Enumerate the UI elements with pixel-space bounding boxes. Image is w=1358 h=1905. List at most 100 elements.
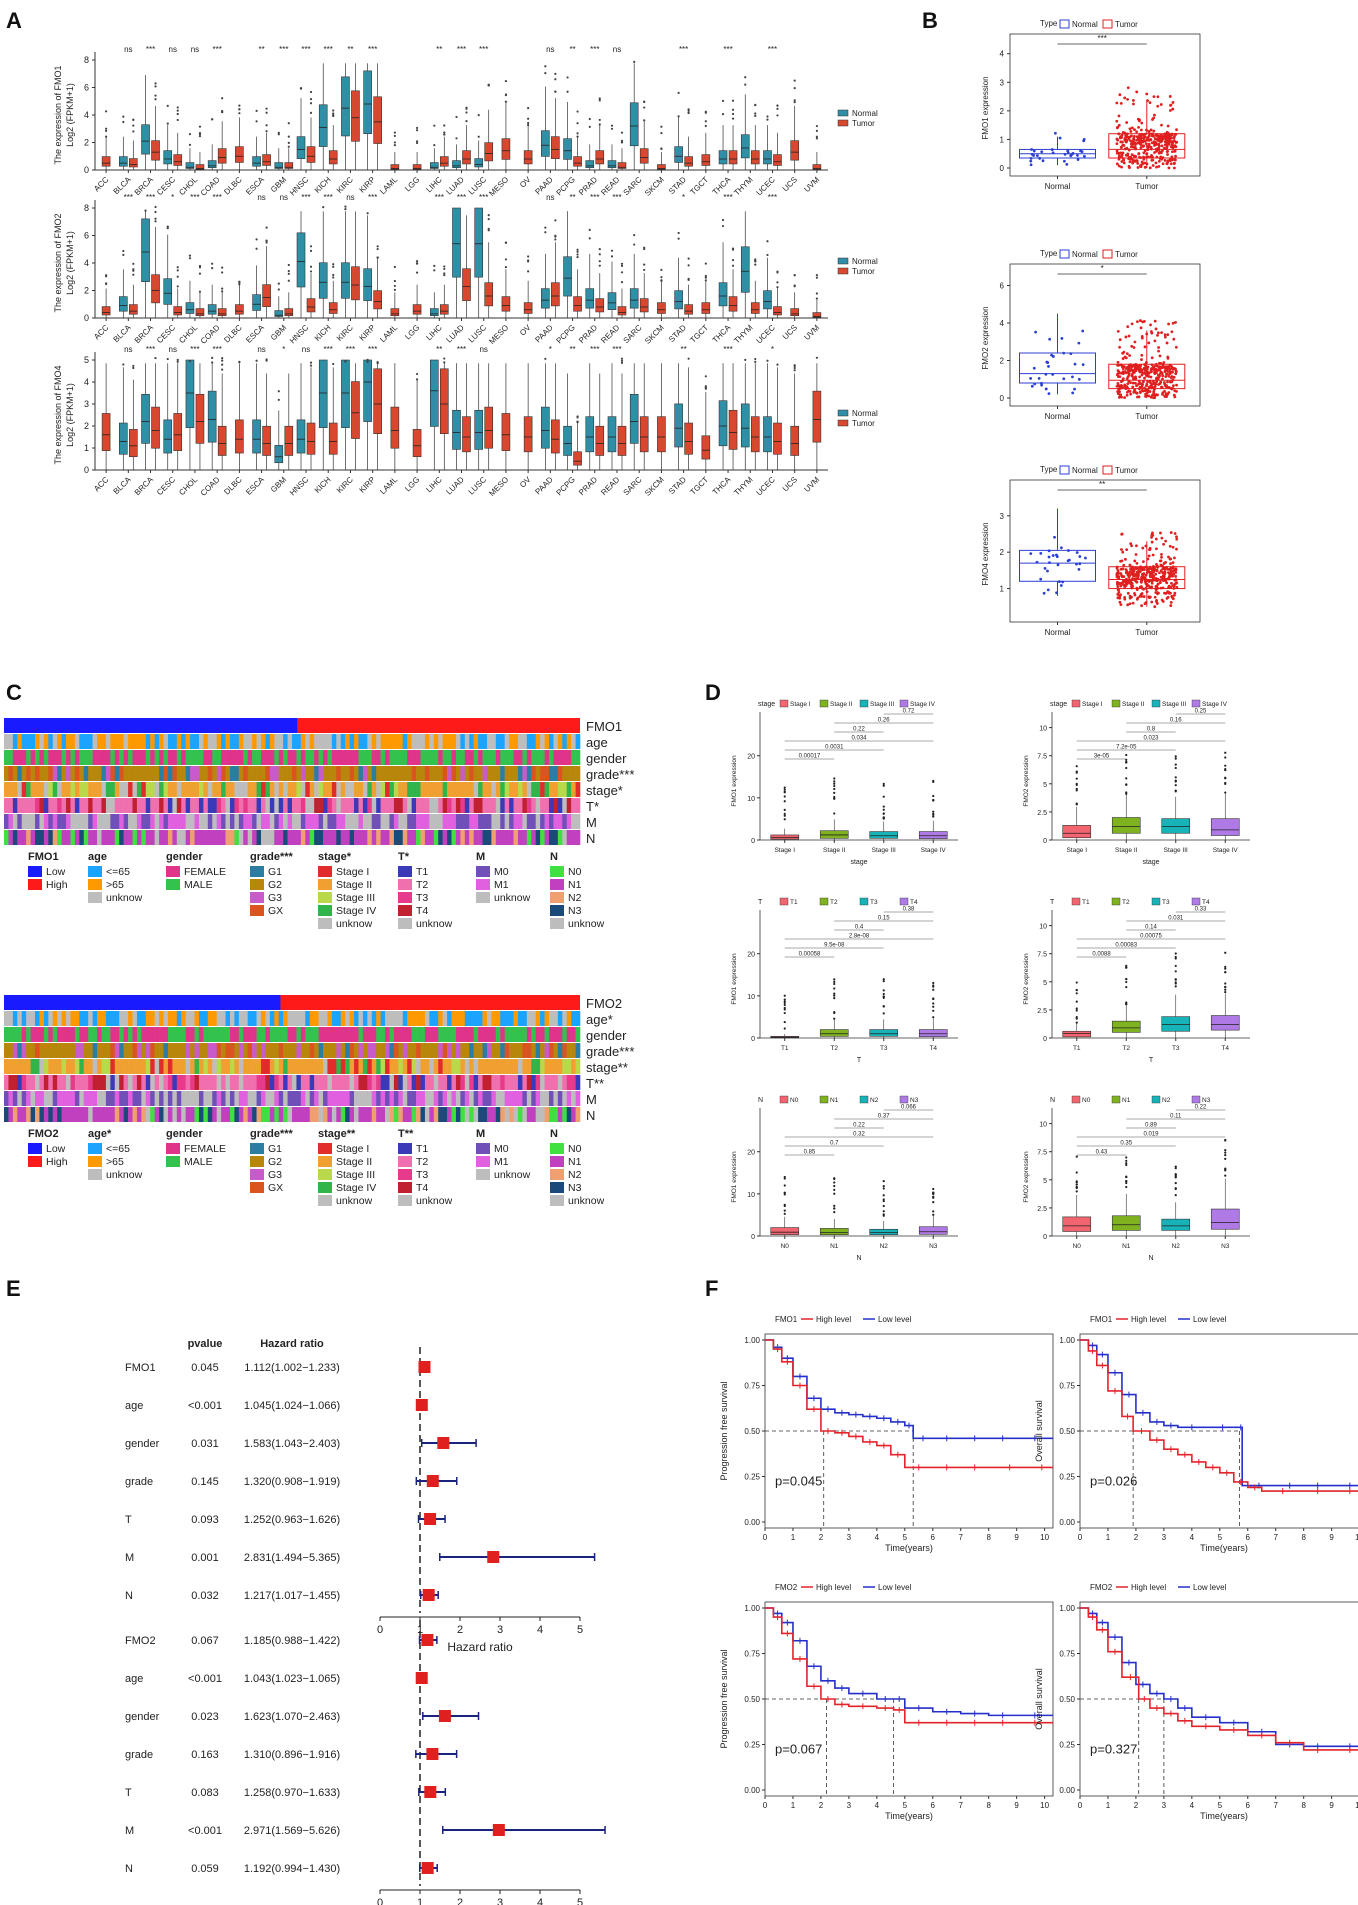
track-cell: [314, 798, 319, 813]
track-cell: [167, 814, 173, 829]
tumor-point: [1149, 375, 1153, 379]
track-cell: [283, 734, 288, 749]
track-cell: [305, 814, 311, 829]
track-cell: [429, 766, 435, 781]
tumor-point: [1145, 373, 1148, 377]
track-cell: [469, 830, 474, 845]
tumor-box: [617, 306, 627, 316]
track-cell: [473, 798, 479, 813]
track-cell: [119, 1011, 124, 1026]
box: [918, 1226, 948, 1235]
track-cell: [486, 798, 492, 813]
track-cell: [154, 1027, 160, 1042]
track-cell: [26, 750, 31, 765]
track-cell: [57, 782, 62, 797]
track-cell: [114, 750, 120, 765]
tumor-point: [1142, 568, 1146, 572]
track-label: T*: [586, 799, 599, 814]
track-cell: [61, 734, 67, 749]
y-tick-label: 0: [84, 465, 89, 475]
track-cell: [540, 750, 545, 765]
track-cell: [517, 814, 523, 829]
normal-point: [1076, 158, 1080, 161]
track-cell: [70, 1107, 76, 1122]
tumor-outlier: [415, 126, 419, 130]
tumor-box: [595, 425, 605, 456]
track-cell: [398, 1091, 404, 1106]
x-tick-label: KIRP: [357, 323, 377, 343]
tumor-point: [1159, 531, 1162, 535]
tumor-outlier: [105, 127, 108, 130]
track-cell: [424, 782, 430, 797]
y-tick-label: 20: [747, 952, 755, 959]
track-cell: [553, 750, 559, 765]
tumor-box: [573, 296, 582, 312]
track-cell: [79, 814, 85, 829]
tumor-outlier: [376, 247, 379, 251]
legend-item-label: unknow: [494, 892, 531, 904]
tumor-outlier: [443, 273, 446, 277]
track-cell: [327, 734, 333, 749]
track-cell: [159, 1027, 164, 1042]
outlier: [783, 1175, 786, 1179]
legend-swatch: [1151, 897, 1161, 906]
track-cell: [464, 1107, 470, 1122]
tumor-point: [1154, 327, 1158, 331]
track-cell: [371, 750, 377, 765]
track-cell: [238, 1107, 244, 1122]
track-cell: [389, 1107, 395, 1122]
track-cell: [190, 1059, 195, 1074]
tumor-point: [1171, 321, 1175, 325]
tumor-point: [1147, 568, 1150, 572]
normal-outlier: [477, 135, 480, 138]
track-cell: [327, 1075, 333, 1090]
track-cell: [336, 750, 342, 765]
tumor-box: [595, 298, 605, 313]
track-cell: [256, 1043, 262, 1058]
track-cell: [194, 750, 200, 765]
normal-box: [740, 246, 750, 293]
legend-item-label: unknow: [106, 1169, 143, 1181]
x-tick-label: LAML: [378, 475, 400, 497]
track-cell: [416, 1043, 421, 1058]
legend-item-label: T2: [830, 899, 838, 906]
track-cell: [473, 734, 479, 749]
tumor-point: [1115, 373, 1119, 377]
outlier: [1224, 951, 1227, 954]
track-cell: [354, 1011, 359, 1026]
track-cell: [526, 1011, 532, 1026]
track-cell: [110, 1011, 116, 1026]
tumor-point: [1149, 138, 1153, 142]
track-cell: [385, 782, 390, 797]
tumor-point: [1157, 165, 1161, 168]
track-cell: [278, 1075, 284, 1090]
track-cell: [354, 814, 359, 829]
track-cell: [526, 814, 532, 829]
track-cell: [562, 734, 568, 749]
legend-title: stage*: [318, 851, 352, 863]
tumor-outlier: [105, 135, 108, 138]
track-cell: [181, 734, 186, 749]
track-cell: [190, 1043, 195, 1058]
x-tick-label: CHOL: [177, 323, 199, 345]
legend-item-label: G2: [268, 1156, 282, 1168]
tumor-point: [1128, 602, 1132, 606]
tumor-point: [1160, 536, 1164, 540]
track-cell: [575, 1027, 581, 1042]
track-cell: [500, 782, 505, 797]
track-cell: [83, 1059, 89, 1074]
normal-outlier: [166, 227, 169, 230]
track-cell: [429, 1091, 435, 1106]
track-cell: [216, 766, 222, 781]
track-cell: [221, 798, 226, 813]
outlier: [932, 1195, 935, 1198]
track-cell: [358, 750, 364, 765]
track-cell: [438, 1043, 443, 1058]
legend-swatch: [550, 866, 564, 877]
pvalue-label: 0.37: [878, 1114, 890, 1120]
tumor-point: [1169, 145, 1173, 149]
track-cell: [385, 1011, 390, 1026]
track-cell: [212, 830, 217, 845]
normal-point: [1037, 377, 1041, 380]
x-tick-label: ESCA: [244, 475, 266, 497]
